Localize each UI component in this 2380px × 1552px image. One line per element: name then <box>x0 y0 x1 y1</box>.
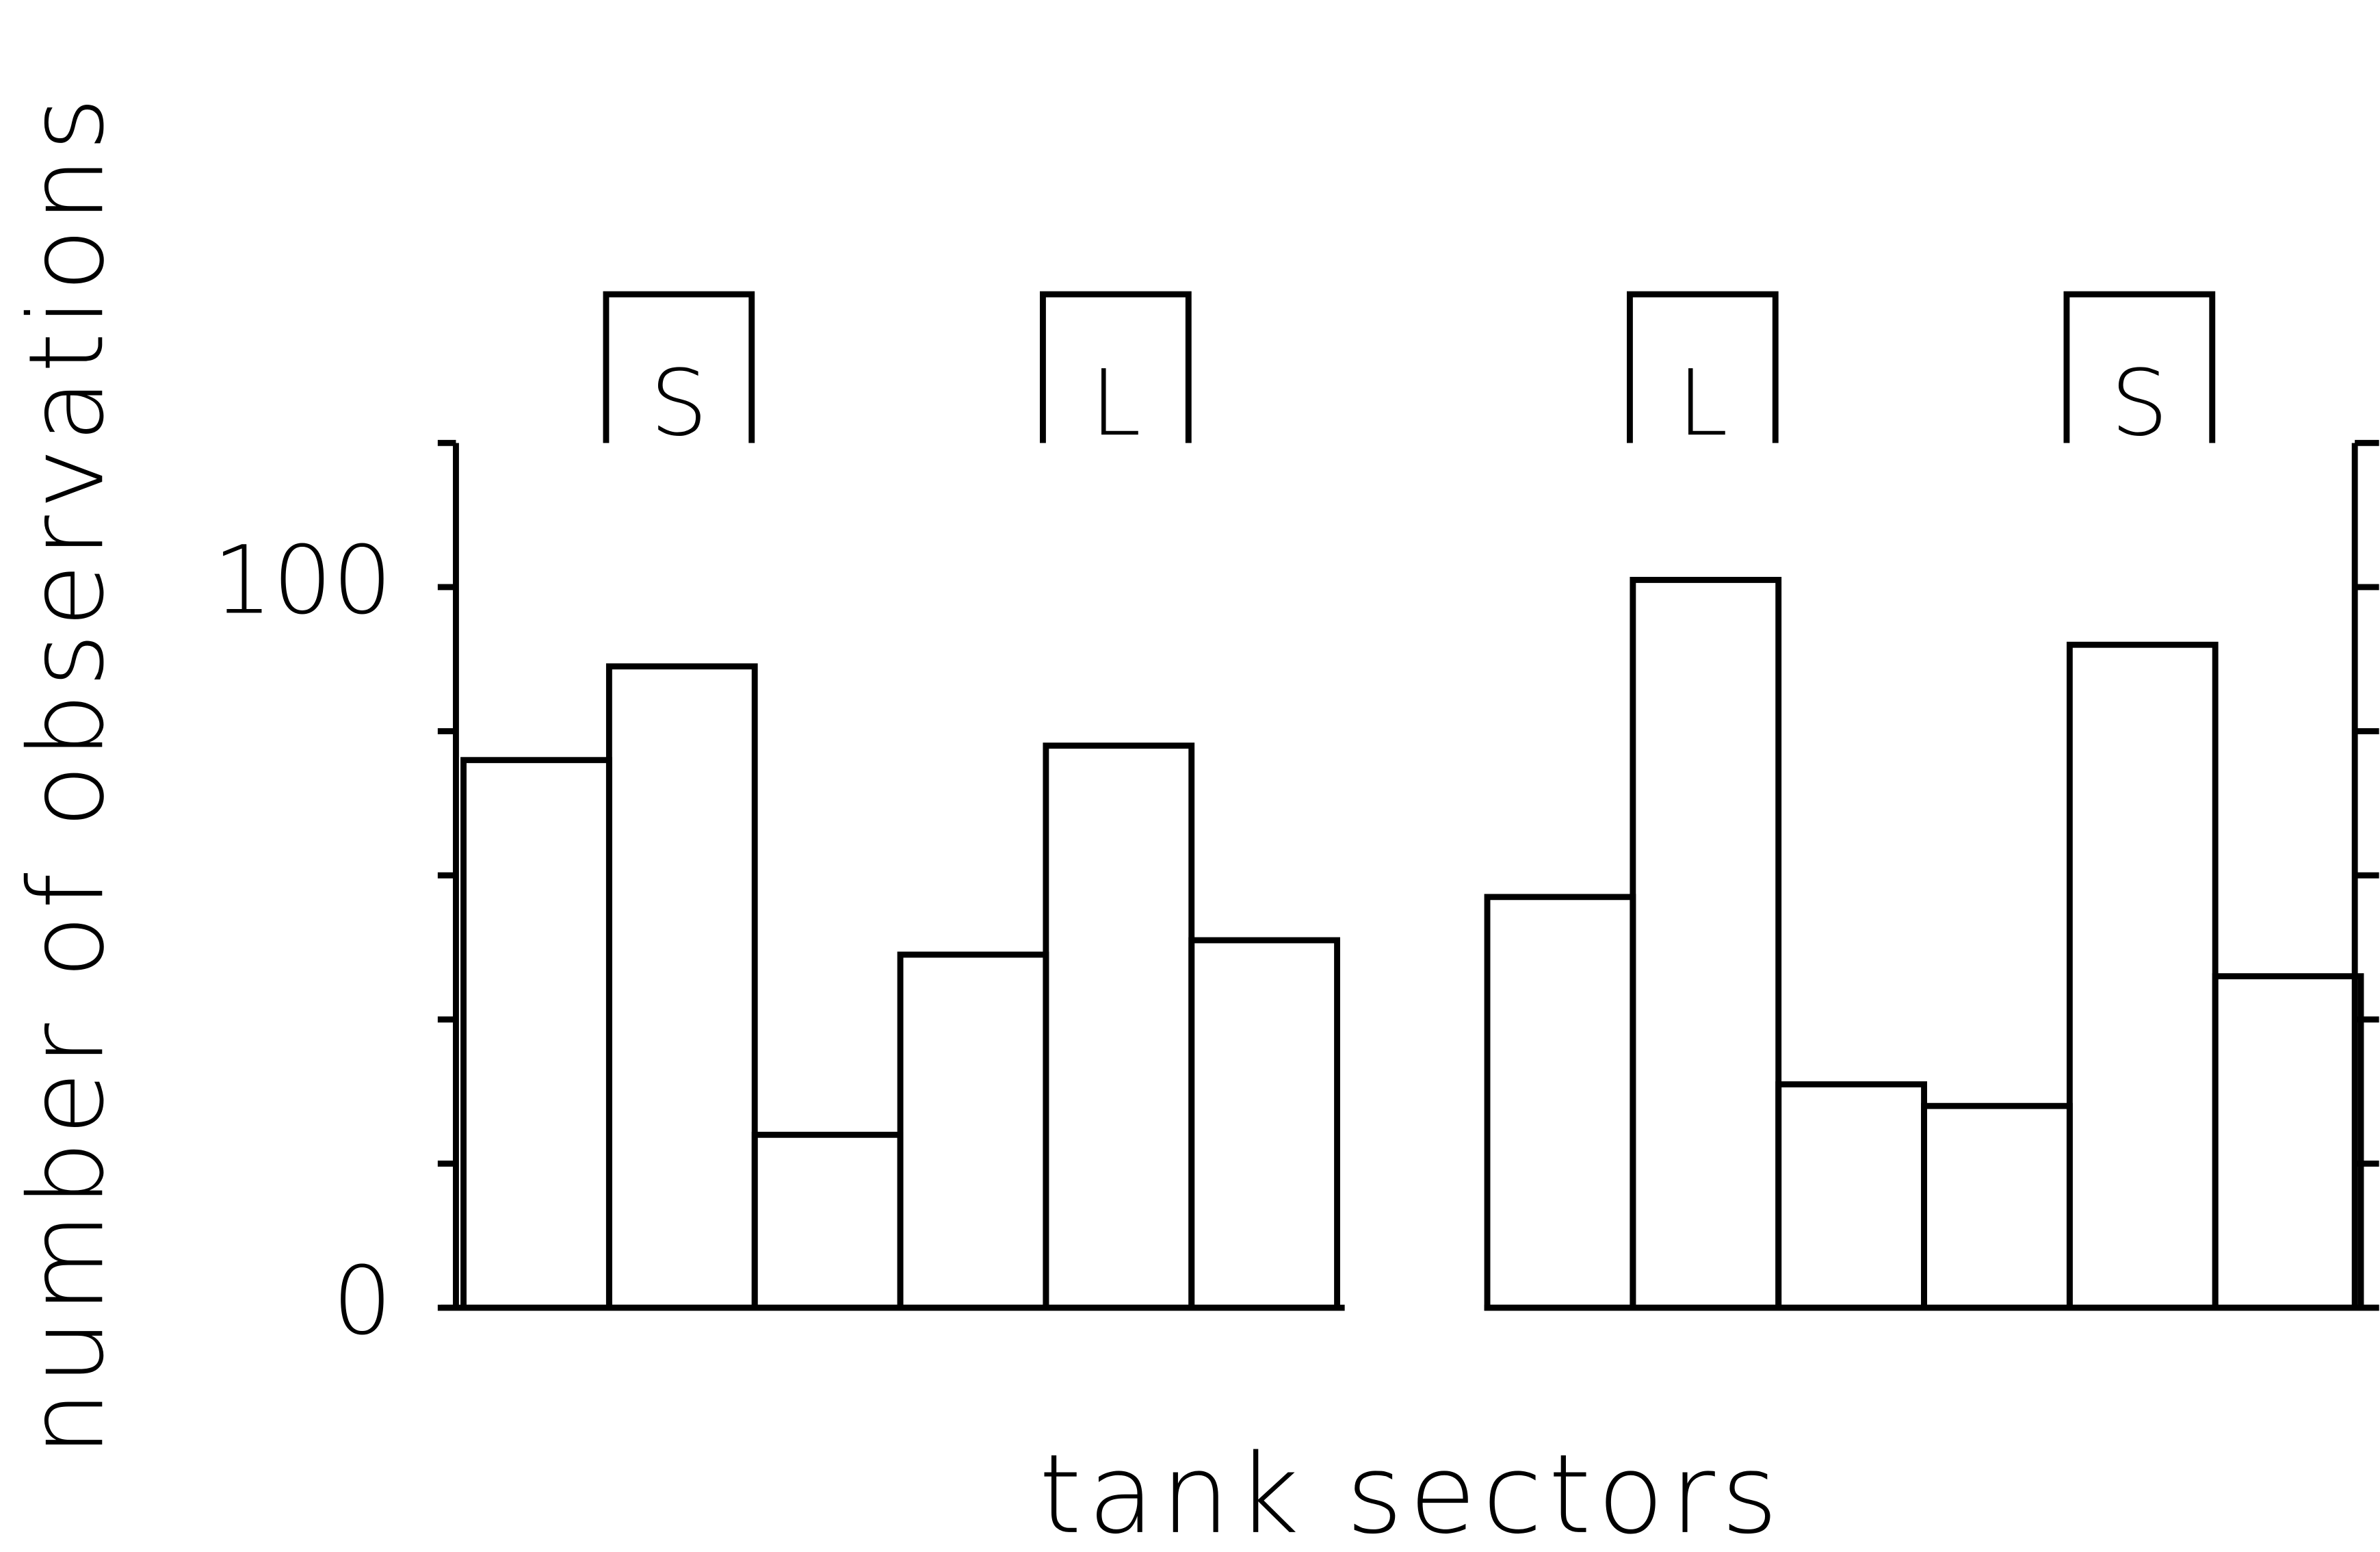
bar <box>1921 1102 2073 1311</box>
y-axis-label: number of observations <box>6 91 127 1456</box>
sector-bracket <box>1040 291 1192 443</box>
bar <box>1484 894 1636 1311</box>
bar <box>1775 1081 1927 1311</box>
bar <box>460 757 612 1311</box>
bar <box>897 951 1049 1311</box>
sector-bracket <box>603 291 755 443</box>
sector-label: L <box>1090 351 1141 456</box>
bar <box>1043 742 1195 1311</box>
bar <box>2066 641 2219 1311</box>
bar <box>2212 973 2364 1311</box>
sector-label: S <box>2110 351 2168 456</box>
bar <box>605 663 758 1311</box>
sector-label: S <box>650 351 707 456</box>
bar <box>1188 937 1340 1311</box>
y-tick-label: 0 <box>332 1247 392 1356</box>
bar <box>751 1131 904 1311</box>
sector-bracket <box>1626 291 1779 443</box>
bar <box>1630 577 1782 1311</box>
sector-label: L <box>1677 351 1728 456</box>
y-tick-label: 100 <box>213 526 392 635</box>
x-axis-label: tank sectors <box>1039 1431 1784 1552</box>
sector-bracket <box>2063 291 2216 443</box>
